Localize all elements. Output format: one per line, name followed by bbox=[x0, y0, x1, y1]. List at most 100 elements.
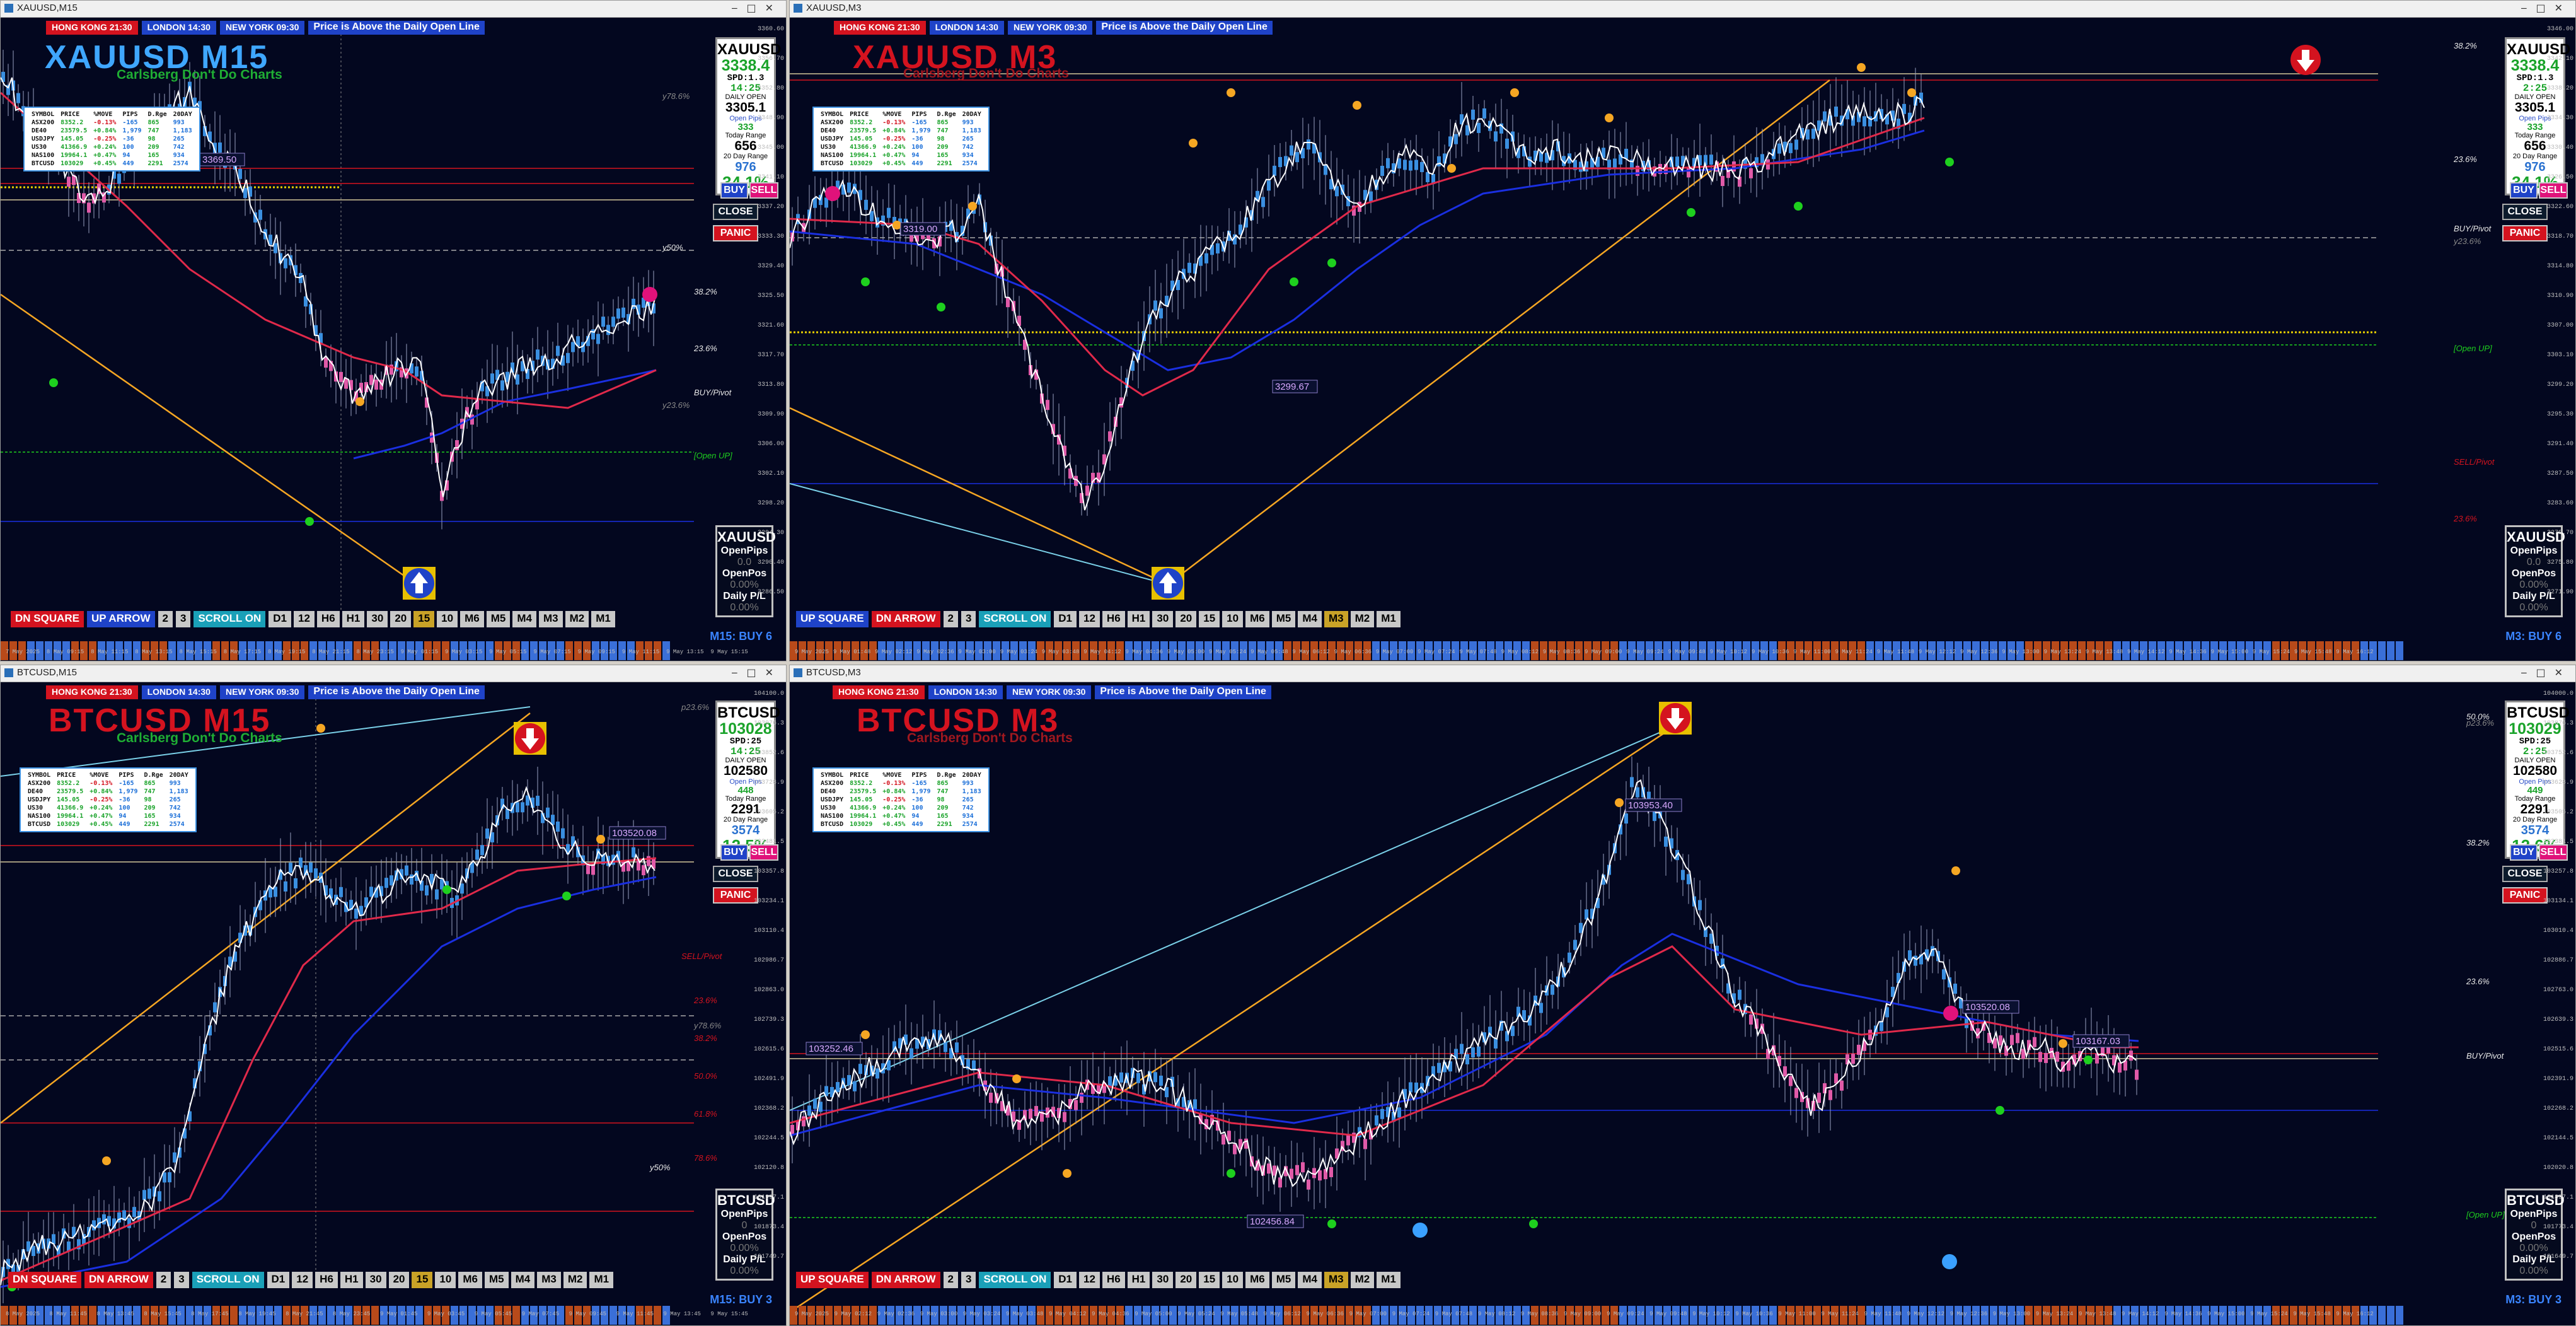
window-controls[interactable]: ‒□✕ bbox=[731, 666, 782, 678]
timeframe-h1-button[interactable]: H1 bbox=[342, 611, 365, 627]
option-3-button[interactable]: 3 bbox=[961, 611, 976, 627]
timeframe-10-button[interactable]: 10 bbox=[1222, 611, 1244, 627]
timeframe-d1-button[interactable]: D1 bbox=[269, 611, 291, 627]
price-chart[interactable]: 3319.003299.6738.2%23.6%BUY/Pivoty23.6%[… bbox=[790, 17, 2576, 661]
option-2-button[interactable]: 2 bbox=[158, 611, 173, 627]
timeframe-20-button[interactable]: 20 bbox=[1175, 1272, 1197, 1288]
timeframe-d1-button[interactable]: D1 bbox=[1054, 611, 1077, 627]
window-controls[interactable]: ‒□✕ bbox=[731, 2, 782, 14]
scroll-toggle[interactable]: SCROLL ON bbox=[979, 1272, 1051, 1288]
arrow-mode-button[interactable]: DN ARROW bbox=[871, 611, 940, 627]
timeframe-m1-button[interactable]: M1 bbox=[589, 1272, 614, 1288]
timeframe-15-button[interactable]: 15 bbox=[412, 1272, 433, 1288]
timeframe-m6-button[interactable]: M6 bbox=[458, 1272, 482, 1288]
timeframe-m2-button[interactable]: M2 bbox=[565, 611, 589, 627]
window-titlebar[interactable]: BTCUSD,M15 ‒□✕ bbox=[1, 665, 786, 682]
option-2-button[interactable]: 2 bbox=[943, 1272, 958, 1288]
timeframe-12-button[interactable]: 12 bbox=[1079, 611, 1100, 627]
window-titlebar[interactable]: XAUUSD,M15 ‒□✕ bbox=[1, 1, 786, 18]
timeframe-m5-button[interactable]: M5 bbox=[486, 611, 511, 627]
square-mode-button[interactable]: DN SQUARE bbox=[11, 611, 84, 627]
timeframe-20-button[interactable]: 20 bbox=[390, 611, 412, 627]
square-mode-button[interactable]: UP SQUARE bbox=[796, 1272, 869, 1288]
timeframe-h1-button[interactable]: H1 bbox=[1127, 611, 1150, 627]
timeframe-10-button[interactable]: 10 bbox=[437, 611, 458, 627]
buy-button[interactable]: BUY bbox=[2510, 844, 2538, 861]
panic-button[interactable]: PANIC bbox=[713, 887, 758, 904]
window-titlebar[interactable]: XAUUSD,M3 ‒□✕ bbox=[790, 1, 2575, 18]
timeframe-m5-button[interactable]: M5 bbox=[1271, 611, 1296, 627]
arrow-mode-button[interactable]: UP ARROW bbox=[87, 611, 155, 627]
price-chart[interactable]: 103252.46103953.40103520.08103167.031024… bbox=[790, 682, 2576, 1326]
timeframe-m4-button[interactable]: M4 bbox=[511, 1272, 535, 1288]
timeframe-m1-button[interactable]: M1 bbox=[591, 611, 615, 627]
close-button[interactable]: CLOSE bbox=[2502, 204, 2548, 220]
timeframe-m4-button[interactable]: M4 bbox=[512, 611, 536, 627]
option-3-button[interactable]: 3 bbox=[175, 611, 191, 627]
timeframe-h6-button[interactable]: H6 bbox=[315, 1272, 338, 1288]
timeframe-m2-button[interactable]: M2 bbox=[1350, 611, 1375, 627]
timeframe-m2-button[interactable]: M2 bbox=[563, 1272, 587, 1288]
timeframe-30-button[interactable]: 30 bbox=[1152, 1272, 1174, 1288]
timeframe-m3-button[interactable]: M3 bbox=[537, 1272, 561, 1288]
timeframe-m6-button[interactable]: M6 bbox=[1245, 611, 1269, 627]
timeframe-10-button[interactable]: 10 bbox=[1222, 1272, 1244, 1288]
sell-button[interactable]: SELL bbox=[2539, 844, 2568, 861]
timeframe-20-button[interactable]: 20 bbox=[1175, 611, 1197, 627]
timeframe-m4-button[interactable]: M4 bbox=[1298, 1272, 1322, 1288]
timeframe-m3-button[interactable]: M3 bbox=[1324, 611, 1348, 627]
close-button[interactable]: CLOSE bbox=[2502, 866, 2548, 882]
timeframe-20-button[interactable]: 20 bbox=[388, 1272, 410, 1288]
timeframe-12-button[interactable]: 12 bbox=[294, 611, 315, 627]
panic-button[interactable]: PANIC bbox=[2502, 225, 2548, 241]
close-button[interactable]: CLOSE bbox=[713, 866, 758, 882]
scroll-toggle[interactable]: SCROLL ON bbox=[193, 611, 266, 627]
square-mode-button[interactable]: DN SQUARE bbox=[8, 1272, 82, 1288]
timeframe-30-button[interactable]: 30 bbox=[365, 1272, 386, 1288]
scroll-toggle[interactable]: SCROLL ON bbox=[192, 1272, 264, 1288]
panic-button[interactable]: PANIC bbox=[2502, 887, 2548, 904]
sell-button[interactable]: SELL bbox=[2539, 182, 2568, 199]
timeframe-12-button[interactable]: 12 bbox=[292, 1272, 313, 1288]
panic-button[interactable]: PANIC bbox=[713, 225, 758, 241]
buy-button[interactable]: BUY bbox=[720, 182, 748, 199]
option-2-button[interactable]: 2 bbox=[156, 1272, 171, 1288]
buy-button[interactable]: BUY bbox=[720, 844, 748, 861]
close-button[interactable]: CLOSE bbox=[713, 204, 758, 220]
option-2-button[interactable]: 2 bbox=[943, 611, 958, 627]
sell-button[interactable]: SELL bbox=[749, 182, 778, 199]
option-3-button[interactable]: 3 bbox=[174, 1272, 189, 1288]
window-controls[interactable]: ‒□✕ bbox=[2521, 666, 2572, 678]
price-chart[interactable]: 103520.08p23.6%SELL/Pivot23.6%38.2%50.0%… bbox=[1, 682, 787, 1326]
timeframe-h1-button[interactable]: H1 bbox=[340, 1272, 363, 1288]
timeframe-h6-button[interactable]: H6 bbox=[1102, 1272, 1125, 1288]
timeframe-h1-button[interactable]: H1 bbox=[1127, 1272, 1150, 1288]
timeframe-15-button[interactable]: 15 bbox=[1199, 1272, 1220, 1288]
option-3-button[interactable]: 3 bbox=[961, 1272, 976, 1288]
timeframe-m5-button[interactable]: M5 bbox=[484, 1272, 509, 1288]
chart-window-btcusd-m15[interactable]: BTCUSD,M15 ‒□✕ 103520.08 p23.6% SELL/Pivot… bbox=[0, 665, 787, 1326]
timeframe-30-button[interactable]: 30 bbox=[1152, 611, 1174, 627]
buy-button[interactable]: BUY bbox=[2510, 182, 2538, 199]
square-mode-button[interactable]: UP SQUARE bbox=[796, 611, 869, 627]
sell-button[interactable]: SELL bbox=[749, 844, 778, 861]
chart-window-xauusd-m15[interactable]: XAUUSD,M15 ‒□✕ 3369.50 38.2% 23.6% BUY/Pivo… bbox=[0, 0, 787, 661]
timeframe-m1-button[interactable]: M1 bbox=[1377, 1272, 1401, 1288]
timeframe-30-button[interactable]: 30 bbox=[367, 611, 388, 627]
timeframe-m3-button[interactable]: M3 bbox=[1324, 1272, 1348, 1288]
chart-window-xauusd-m3[interactable]: XAUUSD,M3 ‒□✕ 3319.00 3299.67 38.2% 23.6% BU… bbox=[789, 0, 2576, 661]
timeframe-d1-button[interactable]: D1 bbox=[1054, 1272, 1077, 1288]
timeframe-m4-button[interactable]: M4 bbox=[1298, 611, 1322, 627]
timeframe-m6-button[interactable]: M6 bbox=[1245, 1272, 1269, 1288]
timeframe-m5-button[interactable]: M5 bbox=[1271, 1272, 1296, 1288]
timeframe-h6-button[interactable]: H6 bbox=[316, 611, 340, 627]
chart-window-btcusd-m3[interactable]: BTCUSD,M3 ‒□✕ 103252.46 103953.40 103520.0… bbox=[789, 665, 2576, 1326]
timeframe-15-button[interactable]: 15 bbox=[413, 611, 435, 627]
timeframe-d1-button[interactable]: D1 bbox=[267, 1272, 290, 1288]
timeframe-10-button[interactable]: 10 bbox=[435, 1272, 456, 1288]
timeframe-12-button[interactable]: 12 bbox=[1079, 1272, 1100, 1288]
timeframe-m6-button[interactable]: M6 bbox=[460, 611, 484, 627]
window-controls[interactable]: ‒□✕ bbox=[2521, 2, 2572, 14]
timeframe-15-button[interactable]: 15 bbox=[1199, 611, 1220, 627]
